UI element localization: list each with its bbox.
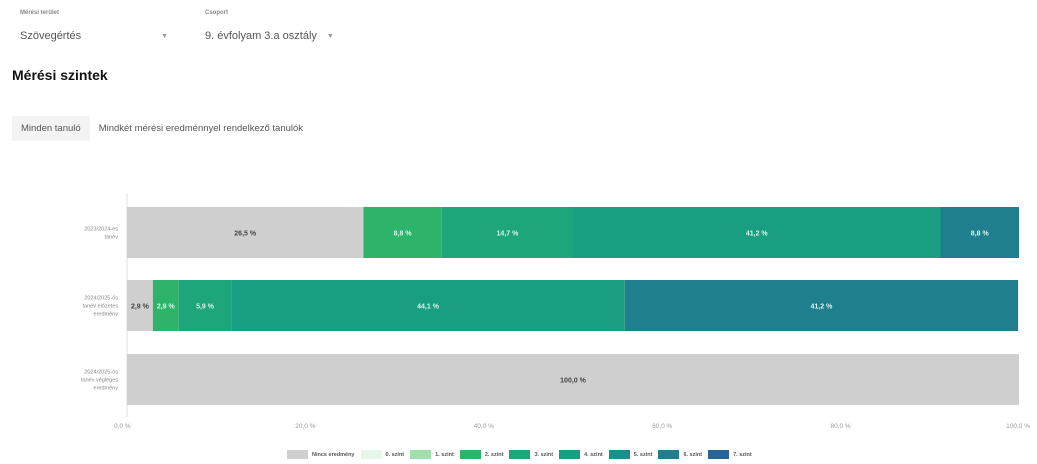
legend-label: 6. szint [683, 451, 703, 458]
legend-swatch [608, 450, 630, 459]
category-label: 2024/2025-ös [84, 296, 118, 302]
legend-item[interactable]: 0. szint [360, 450, 405, 459]
legend-label: 7. szint [733, 451, 752, 458]
legend-label: 3. szint [534, 451, 554, 458]
legend-swatch [459, 450, 481, 459]
bar-segment [573, 207, 941, 258]
measurement-area-value: Szövegértés [20, 30, 82, 42]
tab-bar: Minden tanuló Mindkét mérési eredménnyel… [12, 116, 312, 141]
legend-item[interactable]: Nincs eredmény [287, 450, 355, 459]
bar-segment [152, 280, 179, 331]
data-label: 14,7 % [497, 231, 520, 238]
legend-label: 2. szint [484, 451, 504, 458]
legend-item[interactable]: 6. szint [658, 450, 702, 459]
legend-swatch [559, 450, 581, 459]
legend-swatch [360, 450, 382, 459]
data-label: 41,2 % [811, 304, 834, 311]
x-tick-label: 80,0 % [830, 423, 850, 430]
legend-item[interactable]: 7. szint [708, 450, 752, 459]
legend-item[interactable]: 4. szint [559, 450, 603, 459]
page-title: Mérési szintek [12, 67, 108, 83]
chevron-down-icon[interactable]: ▼ [161, 32, 168, 40]
group-value: 9. évfolyam 3.a osztály [205, 30, 317, 42]
category-label: tanév végleges [81, 378, 118, 384]
chevron-down-icon[interactable]: ▼ [326, 32, 334, 40]
tab-all-students[interactable]: Minden tanuló [12, 116, 90, 141]
tab-students-with-both-results[interactable]: Mindkét mérési eredménnyel rendelkező ta… [98, 123, 304, 134]
chart-legend: Nincs eredmény 0. szint 1. szint 2. szint 3.… [287, 450, 758, 459]
legend-swatch [658, 450, 680, 459]
bar-segment [231, 280, 625, 331]
data-label: 26,5 % [234, 231, 257, 238]
bar-segment [363, 207, 442, 258]
data-label: 8,8 % [394, 231, 413, 238]
group-filter[interactable]: Csoport 9. évfolyam 3.a osztály ▼ [205, 10, 334, 42]
legend-swatch [410, 450, 432, 459]
data-label: 44,1 % [417, 304, 440, 311]
category-label: 2023/2024-es [84, 227, 118, 233]
legend-label: 0. szint [385, 451, 405, 458]
data-label: 41,2 % [746, 231, 769, 238]
x-tick-label: 60,0 % [652, 423, 672, 430]
legend-swatch [708, 450, 730, 459]
category-label: tanév [105, 235, 119, 241]
legend-label: 1. szint [435, 451, 454, 458]
data-label: 2,9 % [157, 304, 176, 311]
measurement-area-filter[interactable]: Mérési terület Szövegértés ▼ [20, 10, 170, 42]
group-label: Csoport [205, 10, 228, 16]
bar-segment [441, 207, 573, 258]
legend-swatch [509, 450, 531, 459]
measurement-area-label: Mérési terület [20, 10, 60, 16]
bar-segment [127, 354, 1019, 405]
bar-segment [178, 280, 232, 331]
x-tick-label: 0,0 % [114, 423, 131, 430]
data-label: 100,0 % [560, 378, 586, 385]
bar-segment [127, 207, 364, 258]
x-tick-label: 100,0 % [1006, 423, 1030, 430]
legend-item[interactable]: 3. szint [509, 450, 553, 459]
data-label: 2,9 % [131, 304, 150, 311]
measurement-area-select[interactable]: Szövegértés ▼ [20, 30, 168, 42]
legend-item[interactable]: 2. szint [459, 450, 504, 459]
bar-segment [127, 280, 153, 331]
legend-label: 4. szint [584, 451, 603, 458]
category-label: eredmény [94, 386, 119, 392]
x-tick-label: 40,0 % [474, 423, 494, 430]
legend-swatch [287, 450, 308, 459]
x-tick-label: 20,0 % [295, 423, 315, 430]
category-label: tanév előzetes [83, 304, 119, 310]
category-label: eredmény [94, 312, 119, 318]
legend-label: 5. szint [633, 451, 653, 458]
bar-segment [940, 207, 1019, 258]
data-label: 5,9 % [196, 304, 215, 311]
data-label: 8,8 % [971, 231, 990, 238]
legend-item[interactable]: 1. szint [410, 450, 454, 459]
group-select[interactable]: 9. évfolyam 3.a osztály ▼ [205, 30, 334, 42]
legend-item[interactable]: 5. szint [608, 450, 653, 459]
bar-segment [624, 280, 1019, 331]
category-label: 2024/2025-ös [84, 370, 118, 376]
legend-label: Nincs eredmény [312, 451, 355, 458]
